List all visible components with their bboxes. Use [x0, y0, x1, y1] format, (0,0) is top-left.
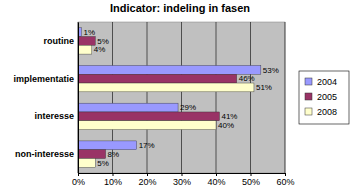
- tick-label: 50%: [242, 177, 260, 187]
- bar: [78, 74, 237, 83]
- bar: [78, 45, 92, 54]
- tick: 40%: [207, 173, 225, 187]
- legend-label: 2005: [317, 92, 337, 102]
- bar: [78, 83, 254, 92]
- tick: routine: [44, 36, 79, 46]
- data-labels: 1% 53% 29% 17% 5% 46% 41% 8% 4% 51% 40% 5%: [83, 28, 278, 168]
- legend-swatch: [305, 93, 312, 100]
- legend: 2004 2005 2008: [299, 71, 349, 124]
- data-label: 40%: [218, 121, 234, 130]
- data-label: 5%: [97, 37, 109, 46]
- tick: implementatie: [13, 74, 78, 84]
- tick-label: 40%: [207, 177, 225, 187]
- tick: 0%: [72, 173, 85, 187]
- bar: [78, 141, 137, 150]
- data-label: 41%: [221, 112, 237, 121]
- data-label: 1%: [83, 28, 95, 37]
- data-label: 53%: [263, 66, 279, 75]
- tick-label: 0%: [72, 177, 85, 187]
- data-label: 5%: [97, 159, 109, 168]
- legend-swatch: [305, 78, 312, 85]
- legend-entry: 2008: [305, 107, 337, 117]
- tick-label: 20%: [138, 177, 156, 187]
- x-axis: 0% 10% 20% 30% 40% 50% 60%: [72, 173, 295, 187]
- tick-label: 60%: [276, 177, 294, 187]
- bar: [78, 159, 95, 168]
- legend-box: [299, 71, 349, 124]
- tick-label: 10%: [104, 177, 122, 187]
- tick-mark: [113, 173, 114, 176]
- tick-label: implementatie: [13, 74, 74, 84]
- bar: [78, 103, 178, 112]
- bar: [78, 121, 216, 130]
- grid-line: [181, 22, 182, 173]
- tick: non-interesse: [15, 149, 78, 159]
- data-label: 8%: [108, 150, 120, 159]
- grid-line: [250, 22, 251, 173]
- tick-mark: [285, 173, 286, 176]
- axis-line: [79, 174, 286, 177]
- y-axis: routine implementatie interesse non-interes…: [13, 23, 78, 174]
- bar: [78, 65, 261, 74]
- bar: [78, 150, 106, 159]
- data-label: 17%: [139, 141, 155, 150]
- tick: interesse: [34, 111, 78, 121]
- title: Indicator: indeling in fasen: [110, 2, 250, 14]
- legend-label: 2004: [317, 77, 337, 87]
- bar: [78, 36, 95, 45]
- grid-line: [147, 22, 148, 173]
- data-label: 46%: [239, 74, 255, 83]
- tick-label: interesse: [34, 111, 74, 121]
- data-label: 29%: [180, 103, 196, 112]
- tick-label: routine: [44, 36, 75, 46]
- legend-entry: 2005: [305, 92, 337, 102]
- grid-line: [285, 22, 286, 173]
- tick-mark: [216, 173, 217, 176]
- tick-label: 30%: [173, 177, 191, 187]
- tick: 10%: [104, 173, 122, 187]
- legend-label: 2008: [317, 107, 337, 117]
- plot-background: [78, 22, 285, 173]
- grid: [78, 22, 285, 173]
- grid-line: [78, 22, 79, 173]
- bars: [78, 28, 261, 168]
- chart: Indicator: indeling in fasen 1% 53% 29% 17% 5…: [0, 0, 360, 195]
- data-label: 4%: [94, 45, 106, 54]
- bar: [78, 112, 219, 121]
- legend-entry: 2004: [305, 77, 337, 87]
- tick-mark: [251, 173, 252, 176]
- data-label: 51%: [256, 83, 272, 92]
- tick-label: non-interesse: [15, 149, 74, 159]
- tick-mark: [147, 173, 148, 176]
- tick: 60%: [276, 173, 294, 187]
- tick: 50%: [242, 173, 260, 187]
- plot: 1% 53% 29% 17% 5% 46% 41% 8% 4% 51% 40% 5% 0% 10% 20% 3…: [13, 22, 294, 187]
- tick: 20%: [138, 173, 156, 187]
- grid-line: [216, 22, 217, 173]
- legend-swatch: [305, 108, 312, 115]
- tick-mark: [182, 173, 183, 176]
- axis-line: [78, 23, 79, 174]
- tick: 30%: [173, 173, 191, 187]
